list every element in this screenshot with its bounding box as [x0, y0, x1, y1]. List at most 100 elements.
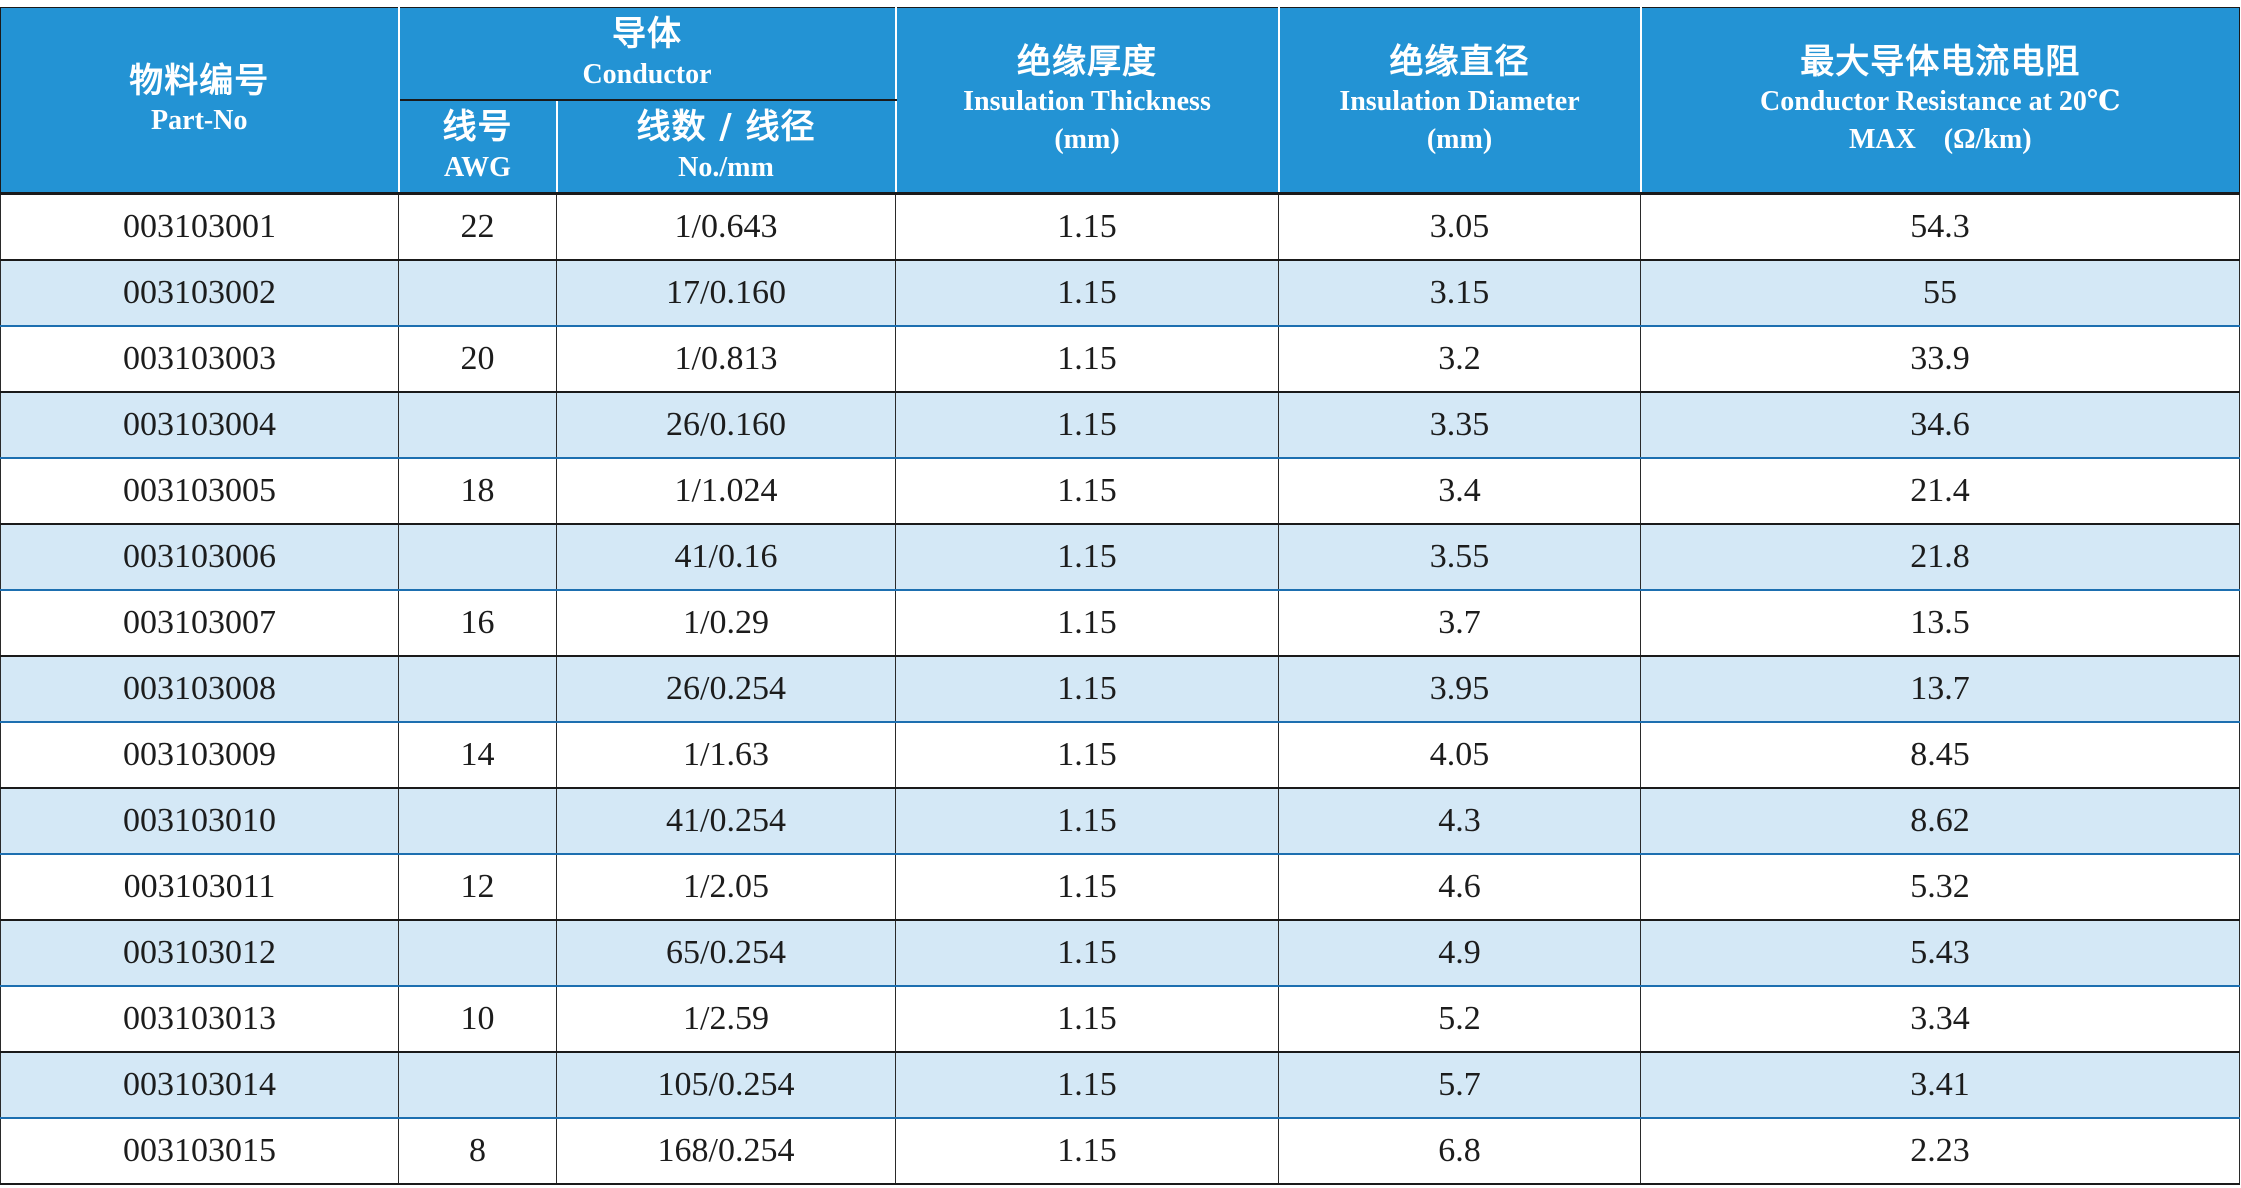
- col-header-insulation-diameter: 绝缘直径 Insulation Diameter (mm): [1277, 7, 1642, 195]
- spec-table-wrapper: 物料编号 Part-No 导体 Conductor 绝缘厚度 Insulatio…: [0, 7, 2240, 1185]
- cell-awg: 14: [398, 722, 557, 789]
- cell-strands: 1/0.643: [556, 193, 896, 261]
- cell-resistance: 34.6: [1640, 392, 2240, 459]
- cell-insulation-thickness: 1.15: [895, 524, 1279, 591]
- col-header-resistance-en: Conductor Resistance at 20℃: [1760, 86, 2121, 118]
- cell-part-no: 003103001: [0, 193, 399, 261]
- header-row-top: 物料编号 Part-No 导体 Conductor 绝缘厚度 Insulatio…: [0, 7, 2240, 195]
- cell-strands: 1/2.05: [556, 854, 896, 921]
- cell-part-no: 003103012: [0, 920, 399, 987]
- cell-insulation-thickness: 1.15: [895, 1052, 1279, 1119]
- cell-awg: [398, 260, 557, 327]
- col-header-insulation-thickness: 绝缘厚度 Insulation Thickness (mm): [894, 7, 1280, 195]
- cell-awg: [398, 788, 557, 855]
- cell-strands: 1/2.59: [556, 986, 896, 1053]
- cell-strands: 65/0.254: [556, 920, 896, 987]
- col-header-part-no: 物料编号 Part-No: [0, 7, 400, 195]
- cell-awg: [398, 1052, 557, 1119]
- cell-awg: [398, 524, 557, 591]
- table-row: 003103008 26/0.254 1.15 3.95 13.7: [0, 656, 2240, 723]
- cell-insulation-diameter: 3.95: [1278, 656, 1641, 723]
- table-row: 003103003 20 1/0.813 1.15 3.2 33.9: [0, 326, 2240, 393]
- cell-insulation-thickness: 1.15: [895, 656, 1279, 723]
- cell-insulation-diameter: 4.3: [1278, 788, 1641, 855]
- cell-strands: 1/0.29: [556, 590, 896, 657]
- col-header-insulation-thickness-en: Insulation Thickness: [963, 86, 1211, 118]
- cell-strands: 168/0.254: [556, 1118, 896, 1185]
- col-header-strands-en: No./mm: [678, 151, 774, 183]
- table-row: 003103004 26/0.160 1.15 3.35 34.6: [0, 392, 2240, 459]
- table-row: 003103014 105/0.254 1.15 5.7 3.41: [0, 1052, 2240, 1119]
- cell-insulation-diameter: 4.6: [1278, 854, 1641, 921]
- cell-resistance: 8.62: [1640, 788, 2240, 855]
- cell-awg: [398, 920, 557, 987]
- cell-resistance: 5.32: [1640, 854, 2240, 921]
- table-row: 003103005 18 1/1.024 1.15 3.4 21.4: [0, 458, 2240, 525]
- cell-strands: 26/0.160: [556, 392, 896, 459]
- cell-part-no: 003103008: [0, 656, 399, 723]
- cell-resistance: 2.23: [1640, 1118, 2240, 1185]
- table-row: 003103013 10 1/2.59 1.15 5.2 3.34: [0, 986, 2240, 1053]
- cell-strands: 1/1.024: [556, 458, 896, 525]
- cell-awg: [398, 656, 557, 723]
- cell-resistance: 13.7: [1640, 656, 2240, 723]
- col-header-awg-zh: 线号: [442, 107, 513, 148]
- col-header-part-no-zh: 物料编号: [129, 60, 270, 101]
- cell-resistance: 5.43: [1640, 920, 2240, 987]
- cell-insulation-diameter: 3.2: [1278, 326, 1641, 393]
- cell-part-no: 003103002: [0, 260, 399, 327]
- col-header-awg: 线号 AWG: [397, 99, 558, 195]
- cell-strands: 41/0.16: [556, 524, 896, 591]
- col-header-resistance-zh: 最大导体电流电阻: [1800, 41, 2081, 82]
- col-header-insulation-diameter-zh: 绝缘直径: [1389, 41, 1530, 82]
- cell-insulation-thickness: 1.15: [895, 854, 1279, 921]
- cell-resistance: 55: [1640, 260, 2240, 327]
- cell-insulation-thickness: 1.15: [895, 458, 1279, 525]
- cell-insulation-thickness: 1.15: [895, 788, 1279, 855]
- cell-insulation-diameter: 6.8: [1278, 1118, 1641, 1185]
- cell-resistance: 3.34: [1640, 986, 2240, 1053]
- cell-insulation-thickness: 1.15: [895, 590, 1279, 657]
- cell-insulation-thickness: 1.15: [895, 392, 1279, 459]
- cell-part-no: 003103015: [0, 1118, 399, 1185]
- cell-strands: 17/0.160: [556, 260, 896, 327]
- cell-strands: 1/1.63: [556, 722, 896, 789]
- cell-resistance: 13.5: [1640, 590, 2240, 657]
- cell-strands: 1/0.813: [556, 326, 896, 393]
- cell-strands: 41/0.254: [556, 788, 896, 855]
- col-header-strands-zh: 线数 / 线径: [636, 107, 816, 148]
- table-header: 物料编号 Part-No 导体 Conductor 绝缘厚度 Insulatio…: [0, 7, 2240, 195]
- cell-insulation-thickness: 1.15: [895, 920, 1279, 987]
- col-header-conductor-group: 导体 Conductor: [397, 7, 897, 101]
- cell-part-no: 003103003: [0, 326, 399, 393]
- cell-resistance: 21.4: [1640, 458, 2240, 525]
- col-header-strands: 线数 / 线径 No./mm: [555, 99, 897, 195]
- cell-strands: 105/0.254: [556, 1052, 896, 1119]
- cell-insulation-diameter: 5.7: [1278, 1052, 1641, 1119]
- col-header-insulation-diameter-en: Insulation Diameter: [1339, 86, 1580, 118]
- table-row: 003103007 16 1/0.29 1.15 3.7 13.5: [0, 590, 2240, 657]
- table-row: 003103015 8 168/0.254 1.15 6.8 2.23: [0, 1118, 2240, 1185]
- cell-part-no: 003103014: [0, 1052, 399, 1119]
- cell-insulation-diameter: 4.05: [1278, 722, 1641, 789]
- cell-awg: 20: [398, 326, 557, 393]
- cell-awg: [398, 392, 557, 459]
- cell-insulation-thickness: 1.15: [895, 326, 1279, 393]
- col-header-insulation-thickness-unit: (mm): [1054, 124, 1120, 156]
- cell-part-no: 003103006: [0, 524, 399, 591]
- table-row: 003103009 14 1/1.63 1.15 4.05 8.45: [0, 722, 2240, 789]
- cell-insulation-diameter: 3.15: [1278, 260, 1641, 327]
- table-row: 003103012 65/0.254 1.15 4.9 5.43: [0, 920, 2240, 987]
- cell-insulation-diameter: 3.55: [1278, 524, 1641, 591]
- cell-resistance: 21.8: [1640, 524, 2240, 591]
- cell-resistance: 3.41: [1640, 1052, 2240, 1119]
- table-row: 003103011 12 1/2.05 1.15 4.6 5.32: [0, 854, 2240, 921]
- cell-insulation-thickness: 1.15: [895, 193, 1279, 261]
- cell-awg: 10: [398, 986, 557, 1053]
- col-header-resistance: 最大导体电流电阻 Conductor Resistance at 20℃ MAX…: [1639, 7, 2240, 195]
- cell-part-no: 003103011: [0, 854, 399, 921]
- wire-spec-table: 物料编号 Part-No 导体 Conductor 绝缘厚度 Insulatio…: [0, 7, 2240, 1185]
- cell-insulation-thickness: 1.15: [895, 260, 1279, 327]
- cell-resistance: 8.45: [1640, 722, 2240, 789]
- cell-insulation-diameter: 3.35: [1278, 392, 1641, 459]
